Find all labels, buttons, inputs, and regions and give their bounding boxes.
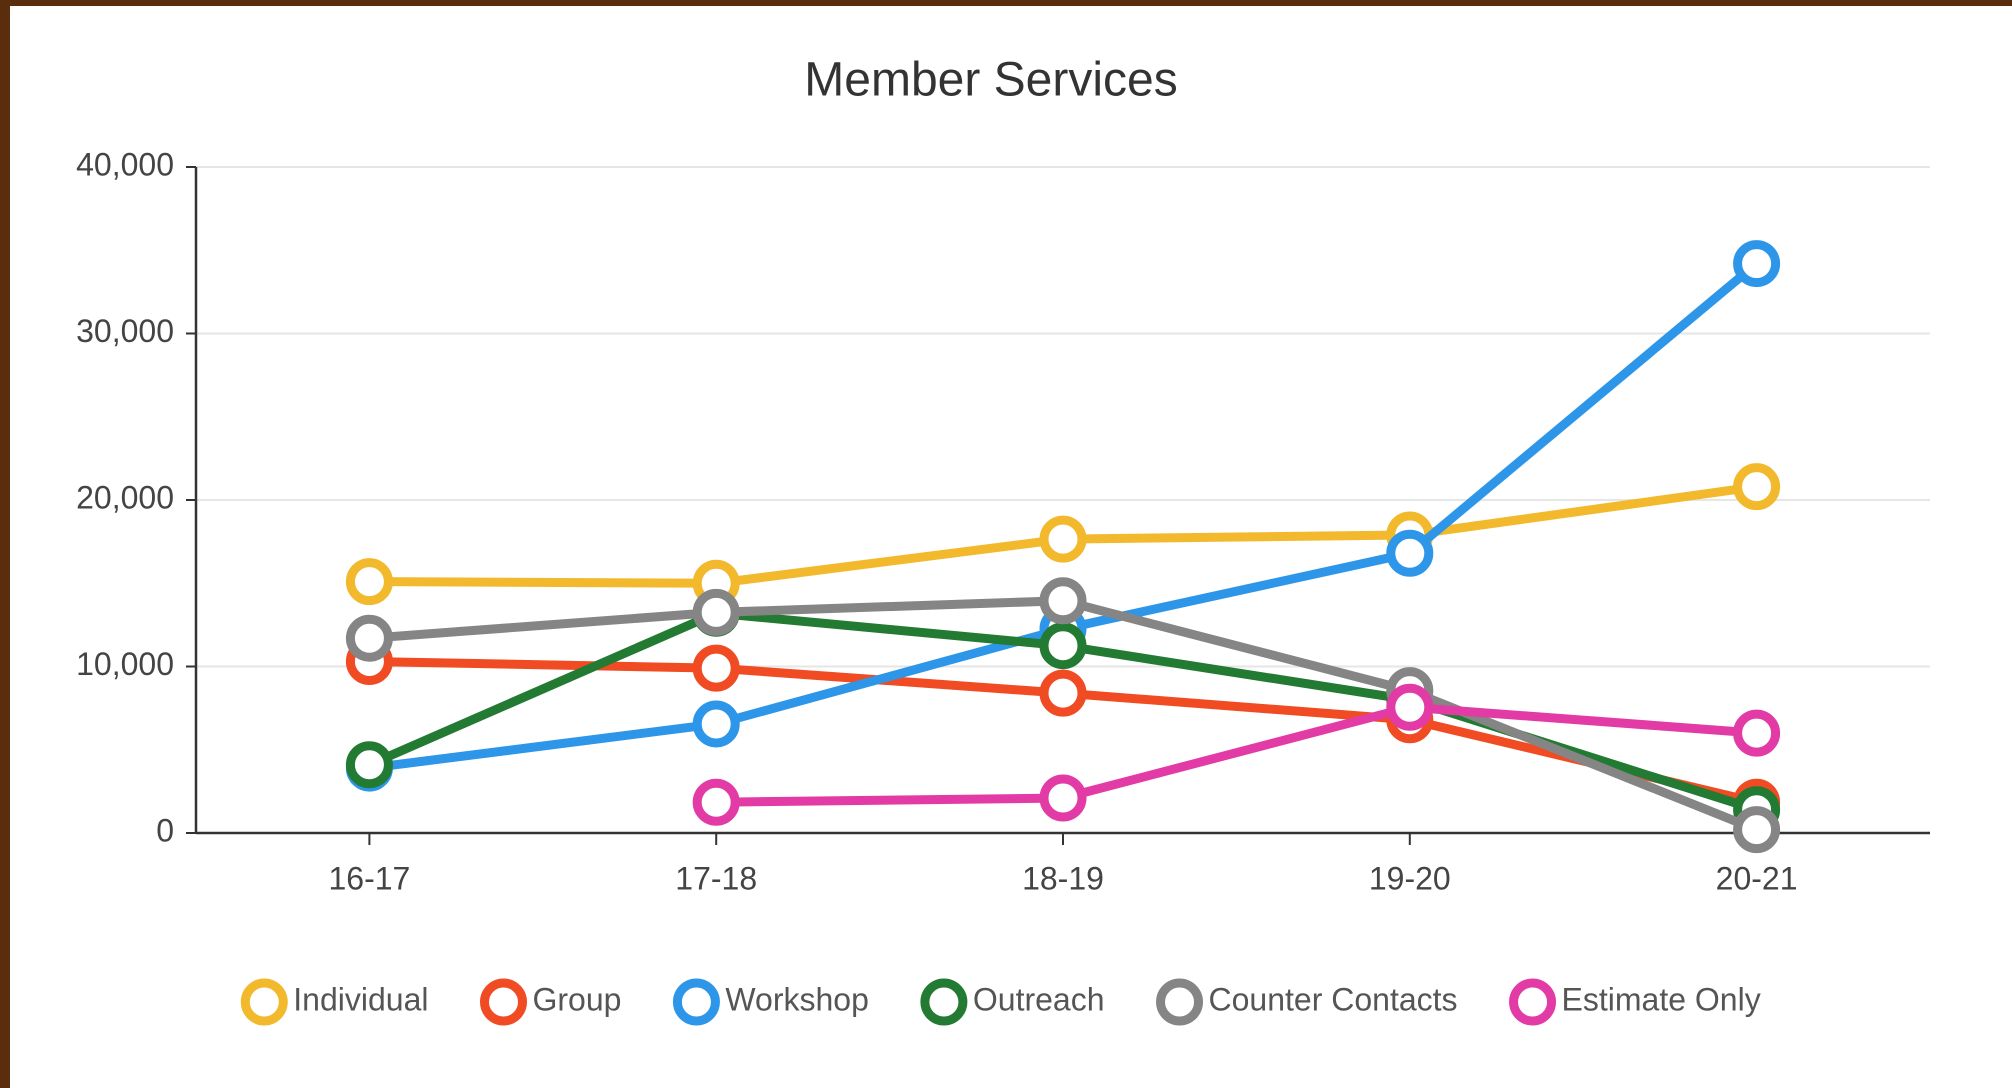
- legend-swatch: [920, 978, 968, 1026]
- data-point: [1039, 622, 1087, 670]
- legend-swatch: [1509, 978, 1557, 1026]
- legend-label: Individual: [293, 981, 428, 1017]
- data-point: [1039, 669, 1087, 717]
- frame-top: [0, 0, 2012, 6]
- chart-title: Member Services: [804, 54, 1177, 107]
- series-line: [711, 702, 1762, 807]
- legend-label: Group: [532, 981, 621, 1017]
- data-point: [1733, 709, 1781, 757]
- legend-swatch: [672, 978, 720, 1026]
- legend-label: Workshop: [725, 981, 868, 1017]
- y-tick-label: 20,000: [76, 479, 174, 515]
- legend-swatch: [1156, 978, 1204, 1026]
- data-point: [1733, 463, 1781, 511]
- legend: Individual Group Workshop Outreach Counter C…: [240, 978, 1761, 1026]
- data-point: [1386, 529, 1434, 577]
- data-point: [692, 778, 740, 826]
- data-point: [1039, 515, 1087, 563]
- data-point: [692, 588, 740, 636]
- x-tick-label: 20-21: [1716, 860, 1798, 896]
- y-tick-label: 10,000: [76, 646, 174, 682]
- x-tick-label: 18-19: [1022, 860, 1104, 896]
- data-point: [1733, 806, 1781, 854]
- x-tick-label: 19-20: [1369, 860, 1451, 896]
- data-point: [1039, 774, 1087, 822]
- legend-label: Counter Contacts: [1209, 981, 1458, 1017]
- y-tick-label: 30,000: [76, 313, 174, 349]
- y-tick-label: 0: [156, 812, 174, 848]
- legend-swatch: [240, 978, 288, 1026]
- data-point: [1733, 240, 1781, 288]
- x-tick-label: 16-17: [328, 860, 410, 896]
- data-point: [692, 644, 740, 692]
- legend-label: Estimate Only: [1562, 981, 1761, 1017]
- y-tick-label: 40,000: [76, 146, 174, 182]
- legend-label: Outreach: [973, 981, 1105, 1017]
- data-point: [1386, 683, 1434, 731]
- legend-swatch: [479, 978, 527, 1026]
- data-point: [345, 741, 393, 789]
- data-point: [345, 558, 393, 606]
- data-point: [1039, 577, 1087, 625]
- data-point: [692, 700, 740, 748]
- data-point: [345, 614, 393, 662]
- x-tick-label: 17-18: [675, 860, 757, 896]
- frame-left: [0, 0, 10, 1088]
